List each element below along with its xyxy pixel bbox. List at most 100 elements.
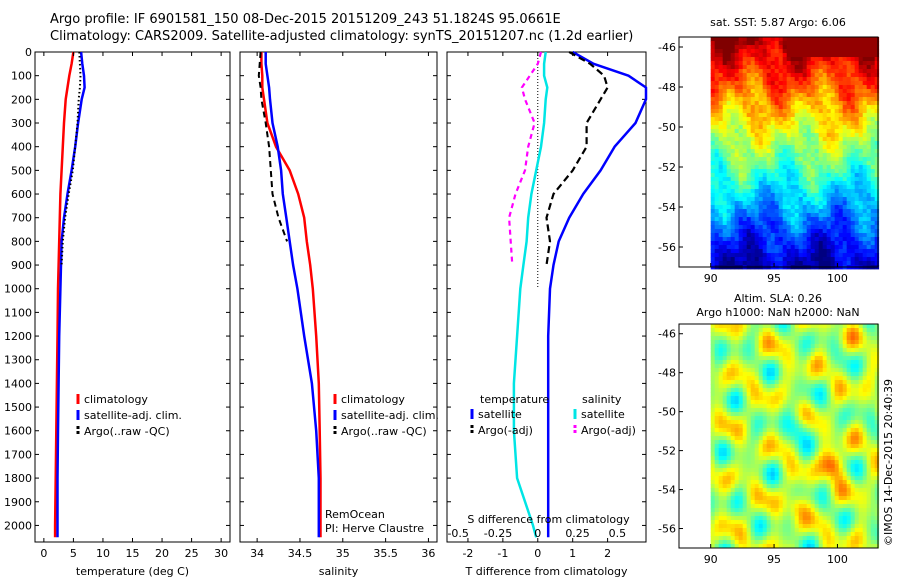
float-program-label: RemOcean bbox=[325, 508, 385, 521]
temperature-series-2 bbox=[60, 51, 82, 266]
sla-map-xtick-label-2: 100 bbox=[827, 553, 848, 566]
salinity-xlabel: salinity bbox=[319, 565, 359, 578]
salinity-legend-label-2: Argo(..raw -QC) bbox=[341, 425, 427, 438]
difference-series-2 bbox=[512, 51, 549, 538]
temperature-series-0 bbox=[53, 51, 75, 538]
float-pi-label: PI: Herve Claustre bbox=[325, 522, 424, 535]
sst-map-ytick-label-4: -54 bbox=[658, 201, 676, 214]
salinity-xtick-label-0: 34 bbox=[250, 547, 264, 560]
difference-xtick-label-2: 0 bbox=[534, 547, 541, 560]
depth-tick-label-8: 800 bbox=[11, 235, 32, 248]
sla-map-ytick-label-1: -48 bbox=[658, 367, 676, 380]
difference-s-tick-label-4: 0.5 bbox=[609, 527, 627, 540]
temperature-legend-label-0: climatology bbox=[84, 393, 148, 406]
salinity-series-2 bbox=[257, 51, 289, 242]
sst-map-ytick-label-0: -46 bbox=[658, 41, 676, 54]
salinity-xtick-label-1: 34.5 bbox=[288, 547, 313, 560]
difference-xtick-label-0: -2 bbox=[462, 547, 473, 560]
difference-s-legend-label-0: satellite bbox=[581, 408, 625, 421]
sst-map-ytick-label-5: -56 bbox=[658, 241, 676, 254]
sla-map-frame bbox=[678, 323, 879, 549]
depth-tick-label-11: 1100 bbox=[4, 306, 32, 319]
temperature-series-1 bbox=[56, 51, 86, 538]
difference-t-legend-label-1: Argo(-adj) bbox=[478, 424, 533, 437]
difference-series-1 bbox=[545, 51, 609, 266]
difference-s-tick-label-1: -0.25 bbox=[484, 527, 512, 540]
depth-tick-label-17: 1700 bbox=[4, 448, 32, 461]
depth-tick-label-3: 300 bbox=[11, 117, 32, 130]
temperature-legend-label-2: Argo(..raw -QC) bbox=[84, 425, 170, 438]
difference-legend-title-1: salinity bbox=[582, 393, 622, 406]
depth-tick-label-15: 1500 bbox=[4, 401, 32, 414]
salinity-legend-label-0: climatology bbox=[341, 393, 405, 406]
sla-map-title-line2: Argo h1000: NaN h2000: NaN bbox=[696, 306, 859, 319]
depth-tick-label-1: 100 bbox=[11, 70, 32, 83]
figure-title-line2: Climatology: CARS2009. Satellite-adjuste… bbox=[50, 29, 634, 44]
depth-tick-label-6: 600 bbox=[11, 188, 32, 201]
temperature-xtick-label-3: 15 bbox=[126, 547, 140, 560]
difference-t-legend-label-0: satellite bbox=[478, 408, 522, 421]
salinity-frame bbox=[239, 51, 438, 543]
temperature-xtick-label-5: 25 bbox=[185, 547, 199, 560]
sla-map-ytick-label-5: -56 bbox=[658, 523, 676, 536]
sst-map-xtick-label-1: 95 bbox=[767, 272, 781, 285]
sst-map-xtick-label-2: 100 bbox=[827, 272, 848, 285]
sla-map-xtick-label-1: 95 bbox=[767, 553, 781, 566]
depth-tick-label-7: 700 bbox=[11, 212, 32, 225]
depth-tick-label-14: 1400 bbox=[4, 377, 32, 390]
difference-xlabel: T difference from climatology bbox=[465, 565, 628, 578]
depth-tick-label-18: 1800 bbox=[4, 472, 32, 485]
depth-tick-label-0: 0 bbox=[25, 46, 32, 59]
sst-map-title: sat. SST: 5.87 Argo: 6.06 bbox=[710, 16, 846, 29]
sst-map-ytick-label-1: -48 bbox=[658, 81, 676, 94]
salinity-series-1 bbox=[264, 52, 321, 538]
difference-s-legend-label-1: Argo(-adj) bbox=[581, 424, 636, 437]
depth-tick-label-12: 1200 bbox=[4, 330, 32, 343]
depth-tick-label-19: 1900 bbox=[4, 496, 32, 509]
sla-map-xtick-label-0: 90 bbox=[704, 553, 718, 566]
temperature-xtick-label-1: 5 bbox=[70, 547, 77, 560]
sst-map-ytick-label-2: -50 bbox=[658, 121, 676, 134]
temperature-xtick-label-4: 20 bbox=[155, 547, 169, 560]
difference-xtick-label-1: -1 bbox=[497, 547, 508, 560]
difference-series-3 bbox=[508, 51, 543, 266]
depth-tick-label-10: 1000 bbox=[4, 283, 32, 296]
difference-series-0 bbox=[546, 50, 648, 538]
temperature-xlabel: temperature (deg C) bbox=[76, 565, 189, 578]
sla-map-ytick-label-0: -46 bbox=[658, 328, 676, 341]
temperature-xtick-label-0: 0 bbox=[40, 547, 47, 560]
difference-xtick-label-3: 1 bbox=[569, 547, 576, 560]
depth-tick-label-4: 400 bbox=[11, 141, 32, 154]
difference-s-axis-label: S difference from climatology bbox=[467, 513, 630, 526]
sst-map-field bbox=[710, 37, 880, 270]
sla-map-ytick-label-3: -52 bbox=[658, 445, 676, 458]
salinity-xtick-label-4: 36 bbox=[421, 547, 435, 560]
figure-title-line1: Argo profile: IF 6901581_150 08-Dec-2015… bbox=[50, 12, 561, 27]
salinity-legend-label-1: satellite-adj. clim. bbox=[341, 409, 439, 422]
sla-map-title-line1: Altim. SLA: 0.26 bbox=[734, 292, 822, 305]
copyright-label: ©IMOS 14-Dec-2015 20:40:39 bbox=[882, 379, 895, 546]
salinity-xtick-label-3: 35.5 bbox=[373, 547, 398, 560]
depth-tick-label-16: 1600 bbox=[4, 425, 32, 438]
temperature-legend-label-1: satellite-adj. clim. bbox=[84, 409, 182, 422]
sla-map-field bbox=[710, 324, 880, 549]
temperature-xtick-label-2: 10 bbox=[96, 547, 110, 560]
difference-legend-title-0: temperature bbox=[480, 393, 549, 406]
temperature-xtick-label-6: 30 bbox=[214, 547, 228, 560]
salinity-xtick-label-2: 35 bbox=[336, 547, 350, 560]
difference-s-tick-label-2: 0 bbox=[534, 527, 541, 540]
sla-map-ytick-label-4: -54 bbox=[658, 484, 676, 497]
sst-map-xtick-label-0: 90 bbox=[704, 272, 718, 285]
salinity-series-0 bbox=[260, 52, 322, 538]
difference-s-tick-label-3: 0.25 bbox=[565, 527, 590, 540]
difference-frame bbox=[446, 51, 647, 543]
depth-tick-label-2: 200 bbox=[11, 93, 32, 106]
difference-xtick-label-4: 2 bbox=[604, 547, 611, 560]
depth-tick-label-9: 900 bbox=[11, 259, 32, 272]
depth-tick-label-13: 1300 bbox=[4, 354, 32, 367]
sla-map-ytick-label-2: -50 bbox=[658, 406, 676, 419]
difference-s-tick-label-0: -0.5 bbox=[447, 527, 468, 540]
depth-tick-label-20: 2000 bbox=[4, 519, 32, 532]
sst-map-frame bbox=[678, 36, 879, 268]
